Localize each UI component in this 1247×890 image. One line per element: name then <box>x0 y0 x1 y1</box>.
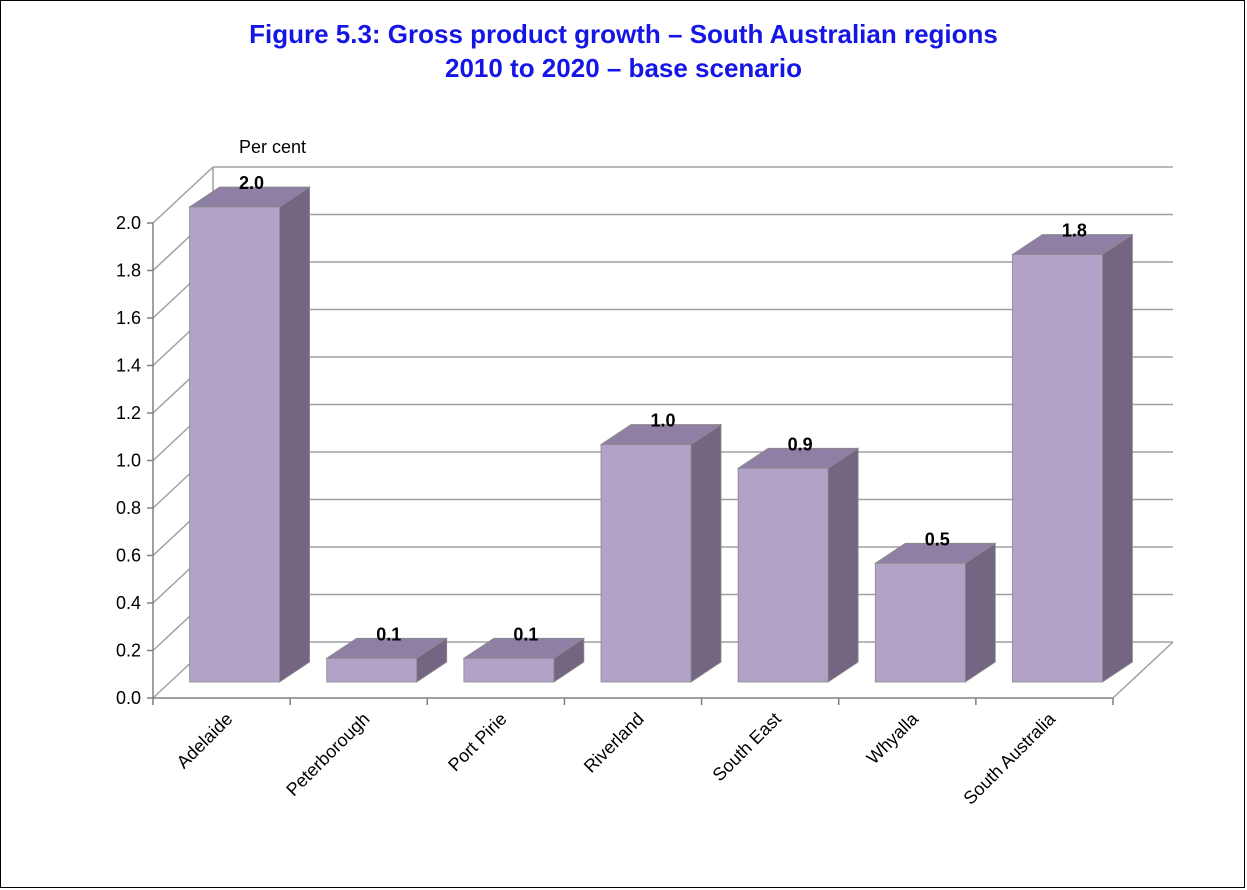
data-label: 0.1 <box>513 624 538 644</box>
y-tick-label: 1.8 <box>116 261 141 281</box>
side-wall-line <box>152 166 214 224</box>
category-label: Port Pirie <box>444 709 510 775</box>
bar-side <box>690 423 722 683</box>
category-label: Riverland <box>580 709 648 777</box>
y-tick-label: 0.8 <box>116 498 141 518</box>
bar-front <box>189 206 280 683</box>
y-tick-label: 0.2 <box>116 641 141 661</box>
category-label: Adelaide <box>173 709 237 773</box>
data-label: 0.9 <box>788 434 813 454</box>
bars <box>188 186 1134 683</box>
bar <box>188 186 311 683</box>
data-label: 2.0 <box>239 173 264 193</box>
data-label: 0.5 <box>925 529 950 549</box>
data-label: 1.8 <box>1062 221 1087 241</box>
category-label: South East <box>709 709 785 785</box>
bar <box>325 637 449 683</box>
bar-side <box>1102 233 1133 683</box>
category-label: South Australia <box>959 708 1059 808</box>
bar-front <box>600 444 692 683</box>
bar-side <box>964 542 996 683</box>
bar-side <box>279 186 310 683</box>
y-tick-label: 1.6 <box>116 308 141 328</box>
bar-side <box>827 447 859 683</box>
bar-front <box>1012 254 1103 683</box>
bar <box>1011 233 1134 683</box>
y-tick-label: 2.0 <box>116 213 141 233</box>
y-tick-label: 0.4 <box>116 593 141 613</box>
chart-title: Figure 5.3: Gross product growth – South… <box>249 19 998 49</box>
category-label: Whyalla <box>863 708 923 768</box>
y-tick-label: 1.2 <box>116 403 141 423</box>
y-tick-label: 0.0 <box>116 688 141 708</box>
bar <box>736 447 860 683</box>
bar <box>599 423 723 683</box>
bar <box>873 542 997 683</box>
floor-right-edge <box>1112 641 1174 699</box>
y-tick-label: 1.4 <box>116 356 141 376</box>
category-label: Peterborough <box>282 709 373 800</box>
data-label: 1.0 <box>650 411 675 431</box>
y-tick-label: 1.0 <box>116 451 141 471</box>
bar-front <box>874 562 966 683</box>
bar-front <box>326 657 418 683</box>
bar-front <box>463 657 555 683</box>
y-tick-label: 0.6 <box>116 546 141 566</box>
chart-subtitle: 2010 to 2020 – base scenario <box>444 53 802 83</box>
y-axis-title: Per cent <box>239 137 306 157</box>
bar <box>462 637 586 683</box>
data-label: 0.1 <box>376 624 401 644</box>
axes <box>147 222 1114 705</box>
bar-front <box>737 467 829 683</box>
